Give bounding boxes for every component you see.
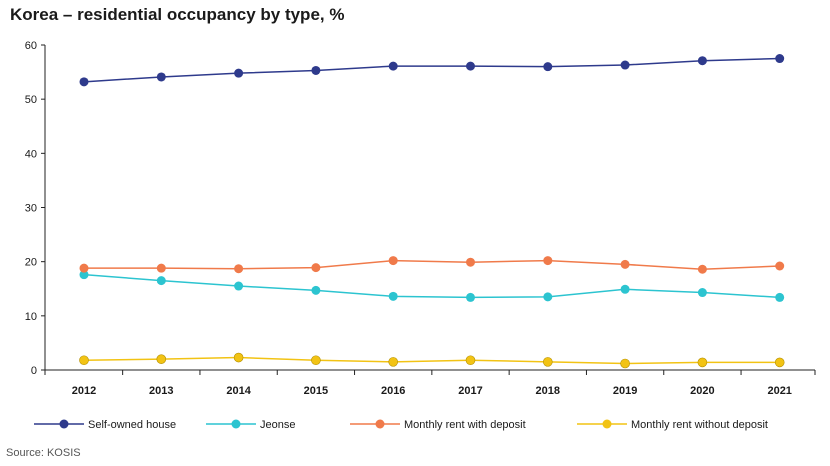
data-point bbox=[466, 257, 475, 267]
x-tick-label: 2018 bbox=[536, 385, 560, 397]
legend-item: Monthly rent without deposit bbox=[577, 419, 768, 431]
legend-marker bbox=[231, 419, 241, 429]
data-point bbox=[156, 72, 166, 82]
y-tick-label: 40 bbox=[25, 148, 37, 160]
data-point bbox=[697, 56, 707, 66]
chart-title: Korea – residential occupancy by type, % bbox=[10, 5, 345, 24]
x-tick-label: 2017 bbox=[458, 385, 482, 397]
x-tick-label: 2015 bbox=[304, 385, 328, 397]
legend-marker bbox=[59, 419, 69, 429]
data-point bbox=[311, 285, 321, 295]
data-point bbox=[234, 281, 244, 291]
series-line bbox=[83, 273, 780, 299]
data-point bbox=[620, 60, 630, 70]
data-point bbox=[156, 354, 167, 364]
data-point bbox=[697, 288, 707, 298]
source-note: Source: KOSIS bbox=[6, 447, 81, 459]
x-tick-label: 2014 bbox=[226, 385, 251, 397]
data-point bbox=[311, 65, 321, 75]
legend-item: Monthly rent with deposit bbox=[350, 419, 526, 431]
data-point bbox=[542, 357, 553, 367]
x-tick-label: 2012 bbox=[72, 385, 96, 397]
data-point bbox=[620, 259, 630, 269]
data-point bbox=[543, 256, 553, 266]
data-point bbox=[466, 292, 475, 302]
data-point bbox=[79, 270, 89, 280]
x-tick-label: 2016 bbox=[381, 385, 405, 397]
y-tick-label: 10 bbox=[25, 311, 37, 323]
y-tick-label: 60 bbox=[25, 40, 37, 52]
data-point bbox=[775, 54, 785, 64]
series-line bbox=[84, 259, 780, 271]
data-point bbox=[775, 261, 785, 271]
data-point bbox=[311, 263, 321, 273]
chart-series bbox=[79, 54, 785, 369]
series-line bbox=[83, 57, 780, 83]
data-point bbox=[620, 358, 630, 369]
data-point bbox=[543, 292, 553, 302]
data-point bbox=[388, 357, 399, 367]
data-point bbox=[697, 264, 707, 274]
x-tick-label: 2013 bbox=[149, 385, 173, 397]
data-point bbox=[234, 264, 244, 274]
series-monthly-rent-with-deposit bbox=[79, 256, 785, 274]
chart-axes: 0 10 20 30 40 50 60 2012 2013 2014 2015 2016 2017 201… bbox=[25, 40, 816, 397]
data-point bbox=[388, 61, 398, 71]
data-point bbox=[79, 263, 89, 273]
x-tick-label: 2020 bbox=[690, 385, 714, 397]
legend-label: Monthly rent with deposit bbox=[404, 419, 526, 431]
series-monthly-rent-without-deposit bbox=[79, 352, 785, 369]
y-tick-label: 0 bbox=[31, 365, 37, 377]
data-point bbox=[156, 263, 166, 273]
data-point bbox=[774, 357, 785, 368]
series-line bbox=[83, 356, 780, 365]
legend-label: Jeonse bbox=[260, 419, 295, 431]
x-tick-label: 2021 bbox=[767, 385, 791, 397]
data-point bbox=[543, 62, 553, 72]
data-point bbox=[388, 291, 398, 301]
data-point bbox=[156, 276, 166, 286]
data-point bbox=[388, 256, 398, 266]
legend-label: Monthly rent without deposit bbox=[631, 419, 768, 431]
data-point bbox=[465, 355, 476, 366]
y-tick-label: 30 bbox=[25, 203, 37, 215]
series-self-owned-house bbox=[79, 54, 785, 87]
data-point bbox=[79, 77, 89, 87]
data-point bbox=[620, 284, 630, 294]
x-tick-label: 2019 bbox=[613, 385, 637, 397]
data-point bbox=[466, 61, 475, 71]
data-point bbox=[234, 68, 244, 78]
data-point bbox=[79, 355, 89, 366]
y-tick-label: 50 bbox=[25, 94, 37, 106]
data-point bbox=[775, 292, 785, 302]
data-point bbox=[233, 352, 244, 363]
data-point bbox=[697, 357, 708, 368]
y-tick-label: 20 bbox=[25, 257, 37, 269]
series-jeonse bbox=[79, 270, 785, 302]
data-point bbox=[311, 355, 321, 366]
legend-label: Self-owned house bbox=[88, 419, 176, 431]
legend-marker bbox=[375, 419, 385, 429]
legend-marker bbox=[602, 419, 612, 429]
legend-item: Jeonse bbox=[206, 419, 295, 431]
chart-legend: Self-owned house Jeonse Monthly rent with … bbox=[34, 419, 768, 431]
legend-item: Self-owned house bbox=[34, 419, 176, 431]
